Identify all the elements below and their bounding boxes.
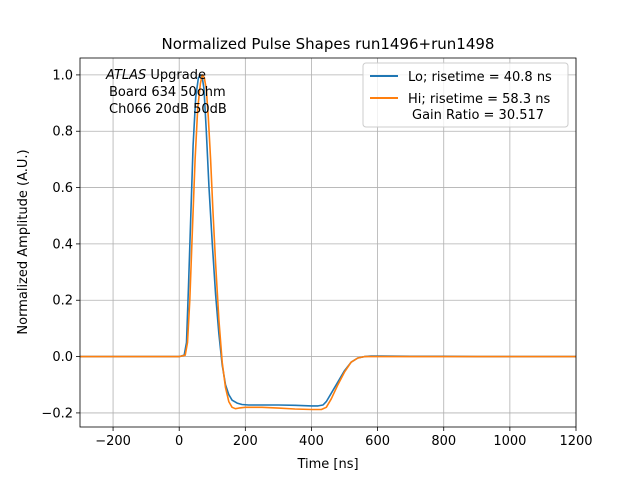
annotation-line-1: ATLAS Upgrade xyxy=(105,68,206,83)
x-tick-label: 800 xyxy=(431,434,456,449)
x-tick-label: −200 xyxy=(95,434,131,449)
legend-label-lo: Lo; risetime = 40.8 ns xyxy=(408,70,552,85)
y-tick-label: 1.0 xyxy=(52,68,73,83)
y-axis-ticks: −0.2 0.0 0.2 0.4 0.6 0.8 1.0 xyxy=(41,68,80,421)
y-tick-label: 0.4 xyxy=(52,237,73,252)
y-tick-label: 0.2 xyxy=(52,294,73,309)
y-tick-label: 0.0 xyxy=(52,350,73,365)
annotation-line-2: Board 634 50ohm xyxy=(109,85,226,100)
x-tick-label: 400 xyxy=(299,434,324,449)
atlas-annotation: ATLAS Upgrade Board 634 50ohm Ch066 20dB… xyxy=(105,68,227,117)
x-tick-label: 1200 xyxy=(559,434,592,449)
x-tick-label: 200 xyxy=(233,434,258,449)
legend-gain-ratio: Gain Ratio = 30.517 xyxy=(412,108,544,123)
atlas-label: ATLAS xyxy=(105,68,146,83)
chart-title: Normalized Pulse Shapes run1496+run1498 xyxy=(162,35,495,53)
series-line-hi xyxy=(80,74,576,411)
legend: Lo; risetime = 40.8 ns Hi; risetime = 58… xyxy=(362,62,569,128)
x-tick-label: 0 xyxy=(175,434,183,449)
x-tick-label: 600 xyxy=(365,434,390,449)
y-tick-label: −0.2 xyxy=(41,406,73,421)
legend-box xyxy=(362,62,569,128)
y-tick-label: 0.8 xyxy=(52,125,73,140)
x-tick-label: 1000 xyxy=(493,434,526,449)
x-axis-ticks: −200 0 200 400 600 800 1000 1200 xyxy=(95,427,593,449)
upgrade-label: Upgrade xyxy=(146,68,206,83)
annotation-line-3: Ch066 20dB 50dB xyxy=(109,102,227,117)
y-tick-label: 0.6 xyxy=(52,181,73,196)
plot-frame xyxy=(79,57,577,428)
x-axis-label: Time [ns] xyxy=(296,457,358,472)
series-lines xyxy=(80,74,576,411)
legend-label-hi: Hi; risetime = 58.3 ns xyxy=(408,92,550,107)
y-axis-label: Normalized Amplitude (A.U.) xyxy=(16,149,31,334)
